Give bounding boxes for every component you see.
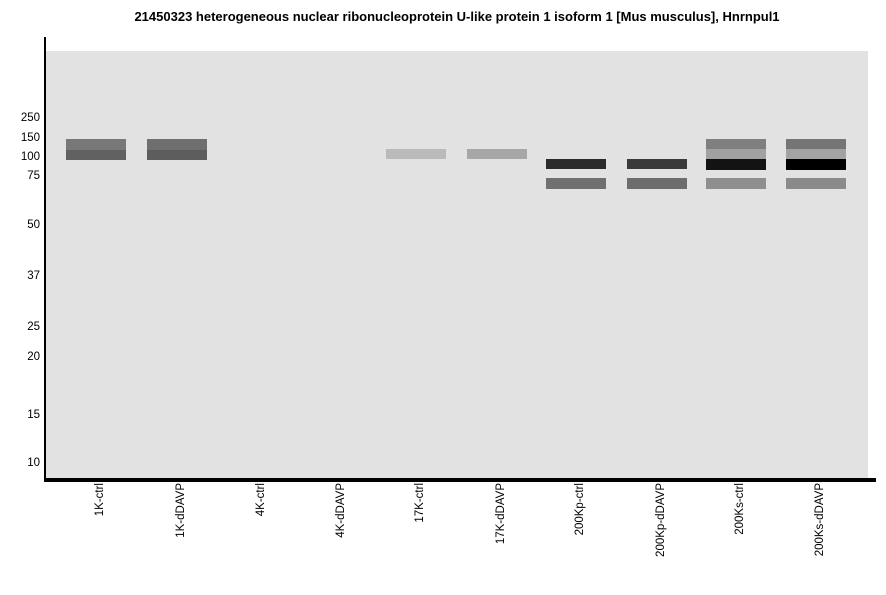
gel-band [786,178,846,189]
lane-4K-ctrl [227,51,287,478]
gel-band [546,158,606,169]
lane-200Kp-dDAVP [627,51,687,478]
gel-band [627,178,687,189]
gel-band [467,148,527,159]
gel-band [66,149,126,160]
y-axis-line [43,37,46,482]
lane-label: 200Ks-ctrl [734,483,746,535]
lane-label: 1K-dDAVP [175,483,187,538]
gel-band [786,138,846,149]
gel-band [706,148,766,159]
lane-label: 17K-dDAVP [495,483,507,545]
gel-band [386,148,446,159]
lane-label: 4K-dDAVP [335,483,347,538]
y-tick-label: 25 [27,321,40,333]
lane-label: 17K-ctrl [414,483,426,523]
lane-200Kp-ctrl [546,51,606,478]
gel-band [627,158,687,169]
y-tick-label: 15 [27,409,40,421]
y-tick-label: 20 [27,351,40,363]
lane-17K-ctrl [386,51,446,478]
gel-band [706,178,766,189]
lane-1K-ctrl [66,51,126,478]
gel-band [66,139,126,150]
gel-band [706,158,766,170]
y-tick-label: 37 [27,270,40,282]
lane-200Ks-ctrl [706,51,766,478]
lane-4K-dDAVP [307,51,367,478]
x-axis-line [43,478,876,482]
gel-area [46,51,868,478]
figure-title: 21450323 heterogeneous nuclear ribonucle… [134,9,780,24]
y-tick-label: 75 [27,170,40,182]
lane-label: 200Ks-dDAVP [814,483,826,557]
lane-label: 200Kp-dDAVP [655,483,667,557]
gel-band [706,138,766,149]
gel-band [147,149,207,160]
y-tick-label: 250 [20,112,40,124]
gel-band [546,178,606,189]
y-tick-label: 10 [27,457,40,469]
lane-label: 200Kp-ctrl [574,483,586,536]
lane-1K-dDAVP [147,51,207,478]
y-tick-label: 100 [20,151,40,163]
gel-band [786,148,846,159]
lane-label: 4K-ctrl [255,483,267,517]
gel-band [147,139,207,150]
lane-200Ks-dDAVP [786,51,846,478]
lane-17K-dDAVP [467,51,527,478]
lane-label: 1K-ctrl [94,483,106,517]
y-tick-label: 50 [27,219,40,231]
gel-band [786,158,846,170]
y-tick-label: 150 [20,132,40,144]
